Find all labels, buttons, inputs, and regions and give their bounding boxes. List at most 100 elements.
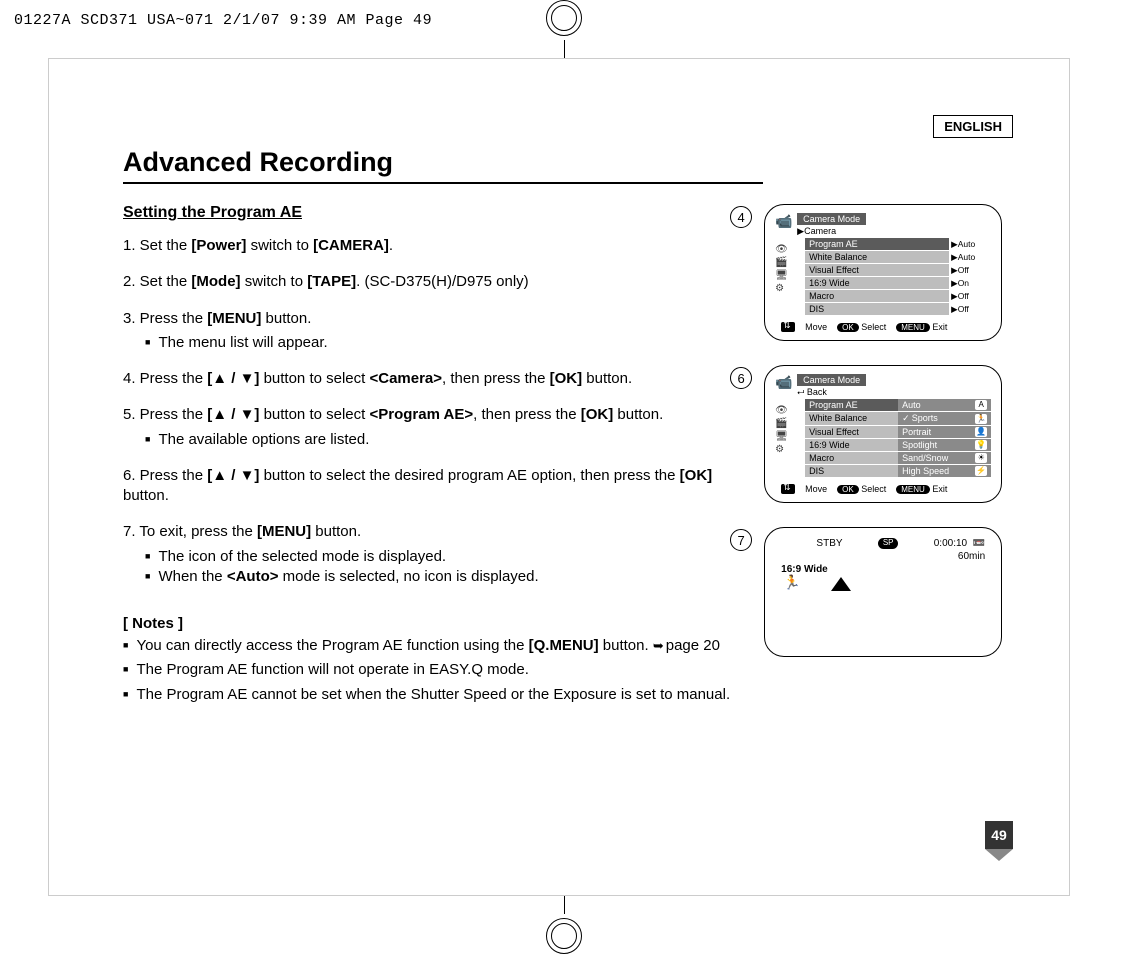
- menu-label: Macro: [805, 452, 898, 465]
- footer-select: Select: [861, 484, 886, 494]
- menu-row: Program AE▶Auto: [805, 238, 991, 251]
- option-text: Sand/Snow: [902, 453, 948, 463]
- menu-option: Sports 🏃: [898, 412, 991, 426]
- menu-label: DIS: [805, 465, 898, 478]
- option-icon: 👤: [975, 427, 987, 437]
- section-subtitle: Setting the Program AE: [123, 204, 740, 222]
- footer-move: Move: [805, 484, 827, 494]
- note-item: You can directly access the Program AE f…: [123, 636, 740, 656]
- menu-option: High Speed ⚡: [898, 465, 991, 478]
- option-icon: A: [975, 400, 987, 410]
- menu-row: Macro▶Off: [805, 290, 991, 303]
- menu-pill: MENU: [896, 323, 930, 332]
- tape-icon: 📼: [970, 538, 985, 549]
- menu-label: Macro: [805, 290, 949, 303]
- menu-value: ▶Off: [949, 290, 991, 303]
- option-icon: 💡: [975, 440, 987, 450]
- sp-pill: SP: [878, 538, 899, 549]
- figure-number: 7: [730, 529, 752, 551]
- option-text: High Speed: [902, 466, 949, 476]
- step-item: 7. To exit, press the [MENU] button.The …: [123, 522, 740, 587]
- lcd-footer: Move OK Select MENU Exit: [781, 322, 991, 332]
- step-item: 5. Press the [▲ / ▼] button to select <P…: [123, 405, 740, 450]
- status-stby: STBY: [816, 538, 842, 549]
- option-icon: 🏃: [975, 414, 987, 424]
- step-item: 4. Press the [▲ / ▼] button to select <C…: [123, 369, 740, 389]
- menu-table-two-col: Program AEAutoAWhite BalanceSports🏃Visua…: [805, 399, 991, 478]
- menu-pill: MENU: [896, 485, 930, 494]
- menu-option: AutoA: [898, 399, 991, 412]
- page-title: Advanced Recording: [123, 147, 763, 184]
- crop-mark-bottom: [546, 918, 582, 954]
- option-icon: ⚡: [975, 466, 987, 476]
- menu-table: Program AE▶AutoWhite Balance▶AutoVisual …: [805, 238, 991, 316]
- option-text: Portrait: [902, 427, 931, 437]
- step-item: 1. Set the [Power] switch to [CAMERA].: [123, 236, 740, 256]
- footer-exit: Exit: [932, 484, 947, 494]
- menu-row: Macro Sand/Snow ☀: [805, 452, 991, 465]
- sports-icon: 🏃: [783, 574, 800, 591]
- language-label: ENGLISH: [933, 115, 1013, 138]
- menu-label: Visual Effect: [805, 264, 949, 277]
- menu-label: Program AE: [805, 238, 949, 251]
- lcd-breadcrumb: ▶Camera: [797, 226, 991, 237]
- menu-row: DIS▶Off: [805, 303, 991, 316]
- menu-label: 16:9 Wide: [805, 439, 898, 452]
- notes-list: You can directly access the Program AE f…: [123, 636, 740, 705]
- menu-option: Portrait 👤: [898, 426, 991, 439]
- page-number: 49: [985, 821, 1013, 849]
- option-text: Sports: [902, 413, 938, 424]
- figures-column: 4 📹 Camera Mode ▶Camera 👁🎬🖥⚙ Program AE▶…: [764, 204, 1013, 681]
- lcd-title: Camera Mode: [797, 374, 866, 386]
- figure-7: 7 STBY SP 0:00:10 📼 60min: [764, 527, 1013, 657]
- nav-icon: [781, 484, 795, 494]
- footer-select: Select: [861, 322, 886, 332]
- step-item: 2. Set the [Mode] switch to [TAPE]. (SC-…: [123, 272, 740, 292]
- footer-exit: Exit: [932, 322, 947, 332]
- step-sub-item: The available options are listed.: [145, 430, 740, 450]
- notes-heading: [ Notes ]: [123, 615, 740, 632]
- menu-value: ▶Auto: [949, 251, 991, 264]
- ok-pill: OK: [837, 485, 859, 494]
- menu-row: 16:9 WideSpotlight💡: [805, 439, 991, 452]
- step-item: 3. Press the [MENU] button.The menu list…: [123, 309, 740, 354]
- note-item: The Program AE cannot be set when the Sh…: [123, 685, 740, 705]
- menu-value: ▶Auto: [949, 238, 991, 251]
- menu-row: Visual EffectPortrait👤: [805, 426, 991, 439]
- step-item: 6. Press the [▲ / ▼] button to select th…: [123, 466, 740, 507]
- menu-label: 16:9 Wide: [805, 277, 949, 290]
- crop-mark-top: [546, 0, 582, 36]
- lcd-footer: Move OK Select MENU Exit: [781, 484, 991, 494]
- note-item: The Program AE function will not operate…: [123, 660, 740, 680]
- menu-value: ▶On: [949, 277, 991, 290]
- menu-row: White Balance▶Auto: [805, 251, 991, 264]
- menu-option: Sand/Snow ☀: [898, 452, 991, 465]
- lcd-title: Camera Mode: [797, 213, 866, 225]
- option-icon: ☀: [975, 453, 987, 463]
- crop-vline-top: [564, 40, 565, 60]
- side-icons: 👁🎬🖥⚙: [775, 404, 788, 456]
- timecode: 0:00:10: [934, 538, 967, 549]
- menu-row: Program AEAutoA: [805, 399, 991, 412]
- play-triangle-icon: [831, 577, 851, 591]
- menu-row: 16:9 Wide▶On: [805, 277, 991, 290]
- menu-row: DIS High Speed ⚡: [805, 465, 991, 478]
- menu-row: White BalanceSports🏃: [805, 412, 991, 426]
- lcd-breadcrumb: ⮠ Back: [797, 387, 991, 398]
- page-number-decoration: [985, 849, 1013, 861]
- camera-icon: 📹: [775, 374, 792, 391]
- footer-move: Move: [805, 322, 827, 332]
- menu-value: ▶Off: [949, 264, 991, 277]
- remain-time: 60min: [958, 551, 985, 562]
- figure-6: 6 📹 Camera Mode ⮠ Back 👁🎬🖥⚙ Program AEAu…: [764, 365, 1013, 503]
- menu-label: White Balance: [805, 251, 949, 264]
- wide-label: 16:9 Wide: [775, 564, 991, 575]
- figure-number: 6: [730, 367, 752, 389]
- page-box: ENGLISH Advanced Recording Setting the P…: [48, 58, 1070, 896]
- menu-row: Visual Effect▶Off: [805, 264, 991, 277]
- step-sub-item: When the <Auto> mode is selected, no ico…: [145, 567, 740, 587]
- steps-list: 1. Set the [Power] switch to [CAMERA]. 2.…: [123, 236, 740, 587]
- menu-label: Program AE: [805, 399, 898, 412]
- figure-4: 4 📹 Camera Mode ▶Camera 👁🎬🖥⚙ Program AE▶…: [764, 204, 1013, 341]
- menu-label: DIS: [805, 303, 949, 316]
